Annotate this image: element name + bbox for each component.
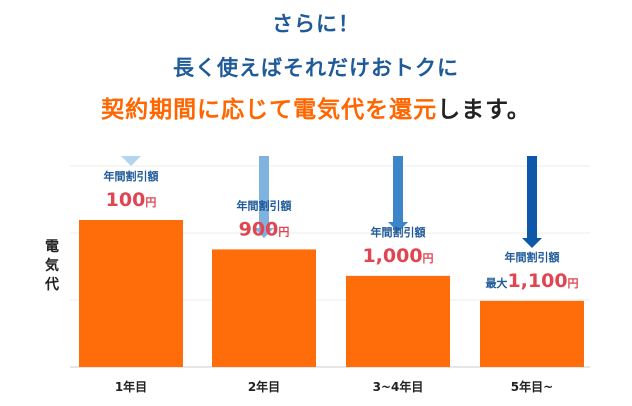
discount-title: 年間割引額 <box>104 169 159 183</box>
category-label: 2年目 <box>248 379 280 394</box>
discount-amount: 1,100 <box>507 270 567 292</box>
discount-amount: 100 <box>106 189 146 211</box>
bar <box>346 275 450 367</box>
arrow-head <box>522 238 542 248</box>
discount-unit: 円 <box>145 196 156 209</box>
arrow-head <box>121 156 141 166</box>
category-label: 5年目~ <box>511 379 553 394</box>
discount-unit: 円 <box>568 277 579 290</box>
bar <box>480 300 584 367</box>
category-label: 3~4年目 <box>373 379 424 394</box>
discount-title: 年間割引額 <box>505 250 560 264</box>
heading-line-2: 長く使えばそれだけおトクに <box>173 56 459 80</box>
discount-unit: 円 <box>278 225 289 238</box>
arrow-shaft <box>259 156 269 228</box>
arrow-head <box>254 228 274 238</box>
heading-line-3: 契約期間に応じて電気代を還元します。 <box>0 90 632 124</box>
discount-label: 最大1,100円 <box>485 270 578 292</box>
discount-unit: 円 <box>423 252 434 265</box>
discount-amount: 1,000 <box>362 245 422 267</box>
discount-label: 900円 <box>239 218 290 240</box>
heading-line-3-rest: します。 <box>437 97 531 123</box>
bar <box>212 249 316 367</box>
discount-amount: 900 <box>239 218 279 240</box>
discount-label: 100円 <box>106 189 157 211</box>
heading-line-3-accent: 契約期間に応じて電気代を還元 <box>101 97 438 123</box>
arrow-shaft <box>393 156 403 222</box>
discount-prefix: 最大 <box>485 276 507 290</box>
category-label: 1年目 <box>115 379 147 394</box>
heading-line-1: さらに！ <box>272 12 360 36</box>
discount-title: 年間割引額 <box>371 225 426 239</box>
arrow-shaft <box>527 156 537 238</box>
discount-title: 年間割引額 <box>237 198 292 212</box>
discount-label: 1,000円 <box>362 245 433 267</box>
bar <box>79 220 183 367</box>
y-axis-label: 電気代 <box>45 239 59 293</box>
arrow-head <box>388 222 408 232</box>
